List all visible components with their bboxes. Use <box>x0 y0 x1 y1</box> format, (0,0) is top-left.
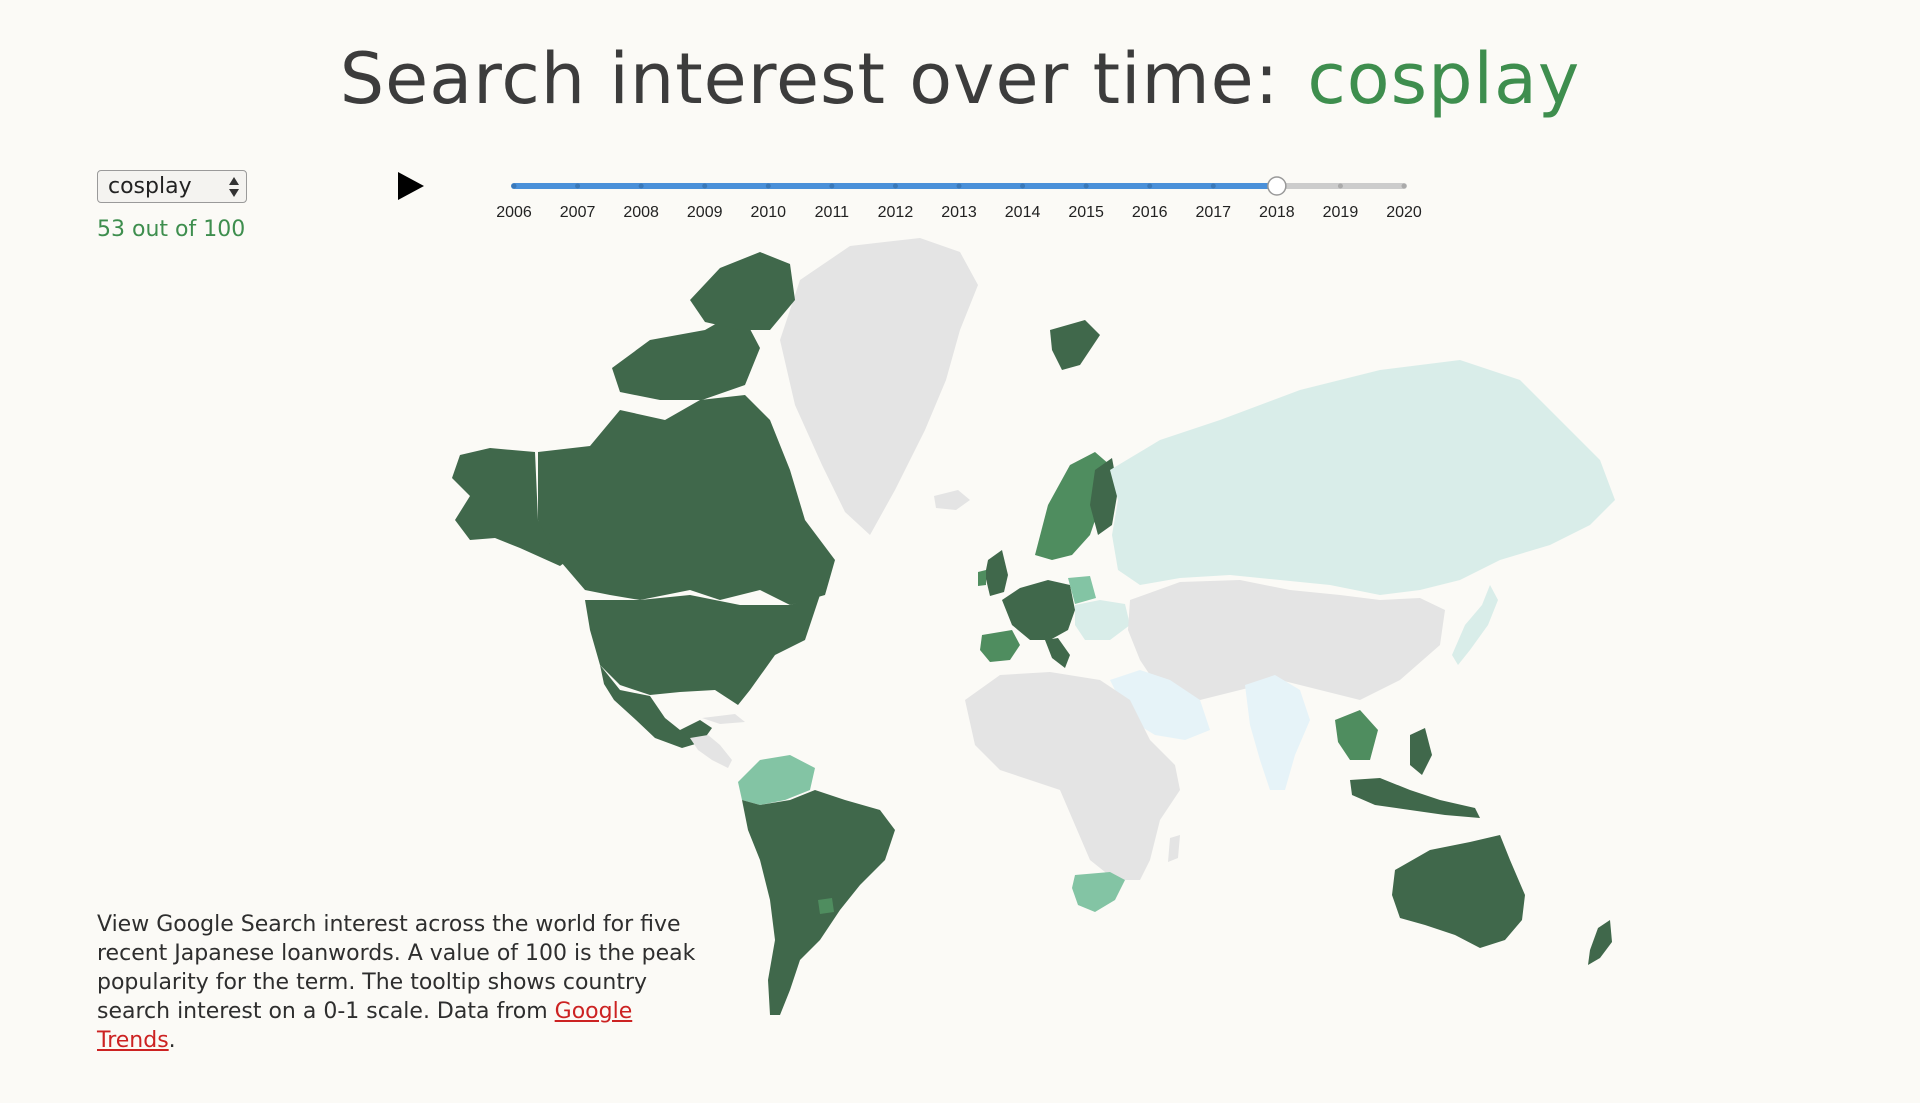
region-venezuela-colombia[interactable] <box>738 755 815 805</box>
term-select[interactable]: cosplay <box>97 170 247 203</box>
term-select-value: cosplay <box>108 174 192 199</box>
region-mexico[interactable] <box>600 665 712 748</box>
region-eastern-europe[interactable] <box>1075 600 1130 640</box>
description-end: . <box>168 1028 176 1053</box>
region-ireland[interactable] <box>978 570 986 586</box>
updown-arrows-icon <box>229 177 239 197</box>
score-label: 53 out of 100 <box>97 217 246 242</box>
region-western-europe[interactable] <box>1002 580 1075 640</box>
region-russia[interactable] <box>1110 360 1615 595</box>
page-title: Search interest over time: cosplay <box>0 38 1920 120</box>
region-new-zealand[interactable] <box>1588 920 1612 965</box>
region-central-america[interactable] <box>690 735 732 768</box>
region-philippines[interactable] <box>1410 728 1432 775</box>
description: View Google Search interest across the w… <box>97 910 717 1055</box>
region-indonesia[interactable] <box>1350 778 1480 818</box>
region-greenland[interactable] <box>780 238 978 535</box>
region-canada-arctic[interactable] <box>612 310 760 400</box>
region-india[interactable] <box>1245 675 1310 790</box>
region-usa[interactable] <box>585 595 820 705</box>
region-japan[interactable] <box>1452 585 1498 665</box>
region-iberia[interactable] <box>980 630 1020 662</box>
region-south-africa[interactable] <box>1072 872 1125 912</box>
region-canada-islands[interactable] <box>690 252 795 330</box>
region-southeast-asia[interactable] <box>1335 710 1378 760</box>
region-svalbard[interactable] <box>1050 320 1100 370</box>
region-central-asia[interactable] <box>1128 580 1445 700</box>
slider-handle[interactable] <box>1267 176 1287 196</box>
description-text: View Google Search interest across the w… <box>97 912 696 1024</box>
region-canada[interactable] <box>538 395 835 605</box>
region-poland[interactable] <box>1068 576 1096 604</box>
region-africa[interactable] <box>965 672 1180 880</box>
title-prefix: Search interest over time: <box>339 38 1280 120</box>
title-term: cosplay <box>1307 38 1581 120</box>
region-cuba[interactable] <box>702 714 745 724</box>
region-uk[interactable] <box>985 550 1008 596</box>
region-alaska[interactable] <box>452 448 575 566</box>
region-madagascar[interactable] <box>1168 835 1180 862</box>
region-uruguay[interactable] <box>818 898 834 914</box>
region-scandinavia[interactable] <box>1035 452 1110 560</box>
region-iceland[interactable] <box>934 490 970 510</box>
region-italy[interactable] <box>1045 638 1070 668</box>
region-finland[interactable] <box>1090 458 1118 535</box>
region-australia[interactable] <box>1392 835 1525 948</box>
google-trends-link[interactable]: Google Trends <box>97 999 633 1053</box>
play-icon[interactable] <box>396 170 426 202</box>
